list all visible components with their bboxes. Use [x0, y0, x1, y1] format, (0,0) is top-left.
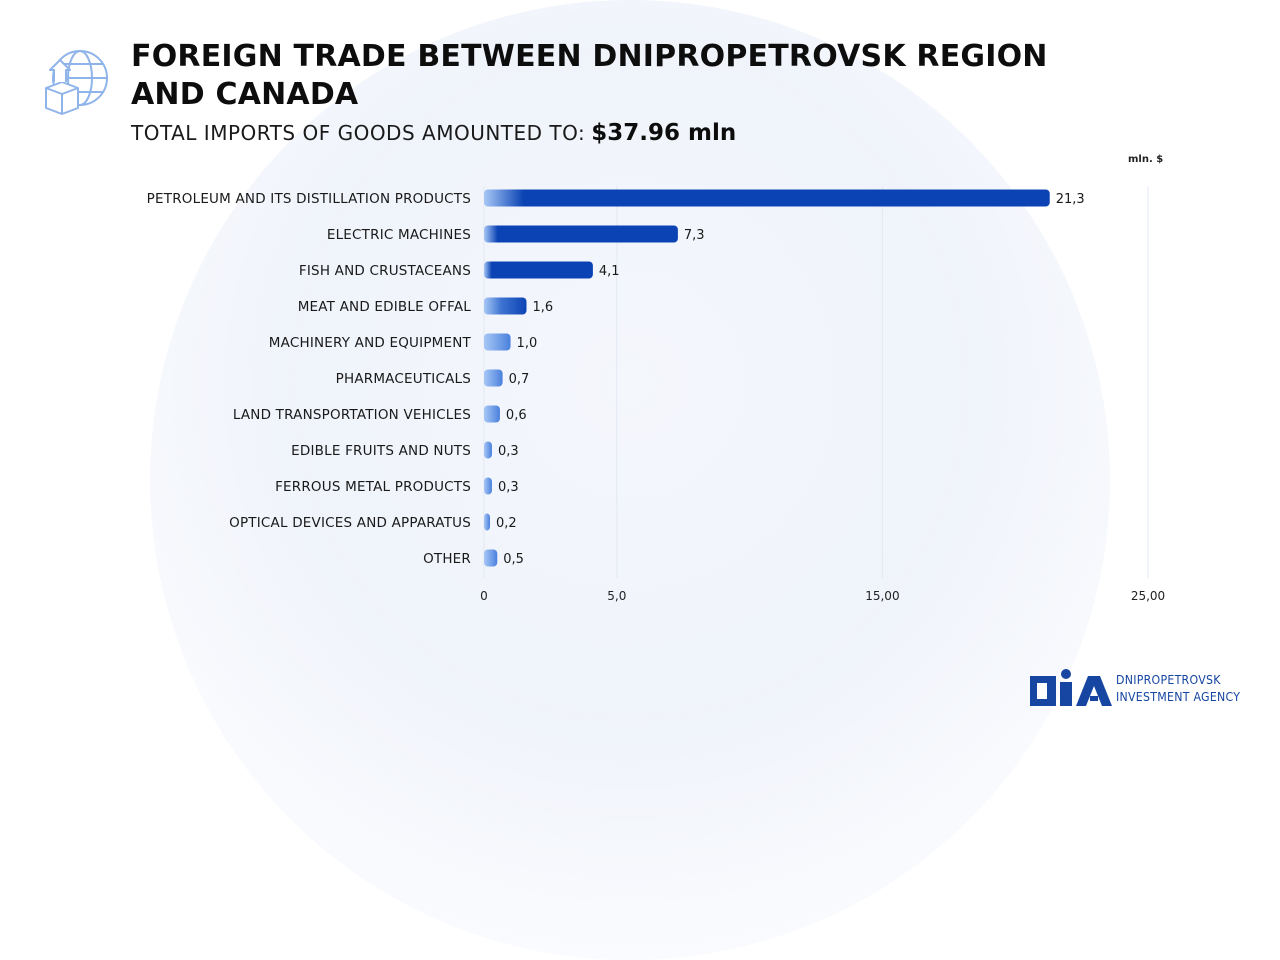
total-imports-subtitle: TOTAL IMPORTS OF GOODS AMOUNTED TO: $37.9… — [131, 120, 736, 146]
bar — [484, 261, 593, 279]
data-label: 0,5 — [503, 552, 524, 567]
bar — [484, 333, 511, 351]
imports-bar-chart: 0 5,0 15,00 25,00 PETROLEUM AND ITS DISTILLA… — [147, 186, 1165, 603]
category-label: PHARMACEUTICALS — [336, 371, 471, 387]
agency-name-line2: INVESTMENT AGENCY — [1116, 689, 1241, 704]
category-label: PETROLEUM AND ITS DISTILLATION PRODUCTS — [147, 191, 471, 207]
data-label: 0,2 — [496, 516, 517, 531]
data-label: 7,3 — [684, 228, 705, 243]
bar — [484, 189, 1050, 207]
data-label: 1,0 — [517, 336, 538, 351]
category-label: ELECTRIC MACHINES — [327, 227, 471, 243]
x-tick-label: 5,0 — [607, 589, 626, 603]
bar — [484, 441, 492, 459]
x-tick-label: 0 — [480, 589, 488, 603]
data-label: 21,3 — [1056, 192, 1085, 207]
category-label: FERROUS METAL PRODUCTS — [275, 479, 471, 495]
bar — [484, 405, 500, 423]
agency-name: DNIPROPETROVSK INVESTMENT AGENCY — [1116, 671, 1240, 705]
bar — [484, 225, 678, 243]
data-label: 0,3 — [498, 480, 519, 495]
agency-name-line1: DNIPROPETROVSK — [1116, 672, 1221, 687]
category-label: MEAT AND EDIBLE OFFAL — [298, 299, 472, 315]
bar — [484, 369, 503, 387]
subtitle-label: TOTAL IMPORTS OF GOODS AMOUNTED TO: — [131, 121, 586, 145]
bar — [484, 513, 490, 531]
data-label: 4,1 — [599, 264, 620, 279]
data-label: 0,7 — [509, 372, 530, 387]
category-label: EDIBLE FRUITS AND NUTS — [291, 443, 471, 459]
total-imports-amount: $37.96 mln — [591, 120, 737, 146]
unit-label: mln. $ — [1128, 154, 1164, 165]
category-label: OPTICAL DEVICES AND APPARATUS — [229, 515, 471, 531]
globe-trade-icon — [45, 50, 108, 115]
data-label: 0,3 — [498, 444, 519, 459]
category-label: MACHINERY AND EQUIPMENT — [269, 335, 472, 351]
bar — [484, 549, 498, 567]
data-label: 0,6 — [506, 408, 527, 423]
category-label: FISH AND CRUSTACEANS — [299, 263, 471, 279]
page-title: FOREIGN TRADE BETWEEN DNIPROPETROVSK REG… — [131, 39, 1048, 112]
category-label: OTHER — [423, 551, 471, 567]
bar — [484, 297, 527, 315]
x-tick-label: 25,00 — [1131, 589, 1165, 603]
x-tick-label: 15,00 — [865, 589, 899, 603]
data-label: 1,6 — [532, 300, 553, 315]
bar — [484, 477, 492, 495]
dia-logo — [1030, 669, 1112, 706]
category-label: LAND TRANSPORTATION VEHICLES — [233, 407, 471, 423]
